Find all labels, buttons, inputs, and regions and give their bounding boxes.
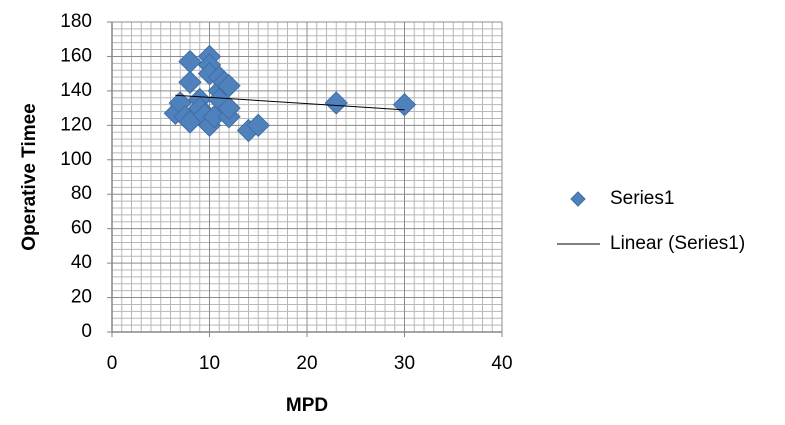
y-tick-label: 0 <box>81 321 92 342</box>
data-point <box>178 70 202 94</box>
data-point <box>246 113 270 138</box>
trendline <box>175 94 405 111</box>
y-tick-label: 80 <box>71 183 92 204</box>
x-tick-label: 0 <box>107 353 118 374</box>
x-axis-title: MPD <box>286 395 328 416</box>
x-tick-label: 20 <box>296 353 317 374</box>
x-tick-label: 30 <box>394 353 415 374</box>
y-tick-label: 20 <box>71 287 92 308</box>
legend-label: Linear (Series1) <box>610 233 745 254</box>
data-point <box>217 96 241 120</box>
legend-marker <box>570 191 586 207</box>
y-tick-label: 40 <box>71 252 92 273</box>
y-tick-label: 60 <box>71 218 92 239</box>
y-tick-label: 100 <box>60 149 92 170</box>
data-point <box>324 91 348 115</box>
x-tick-label: 10 <box>199 353 220 374</box>
y-tick-label: 120 <box>60 114 92 135</box>
legend-label: Series1 <box>610 188 674 209</box>
y-tick-label: 140 <box>60 80 92 101</box>
y-tick-label: 180 <box>60 11 92 32</box>
data-point <box>392 92 417 117</box>
data-point <box>178 49 202 74</box>
y-axis-title: Operative Timee <box>19 103 40 251</box>
y-tick-label: 160 <box>60 45 92 66</box>
x-tick-label: 40 <box>491 353 512 374</box>
